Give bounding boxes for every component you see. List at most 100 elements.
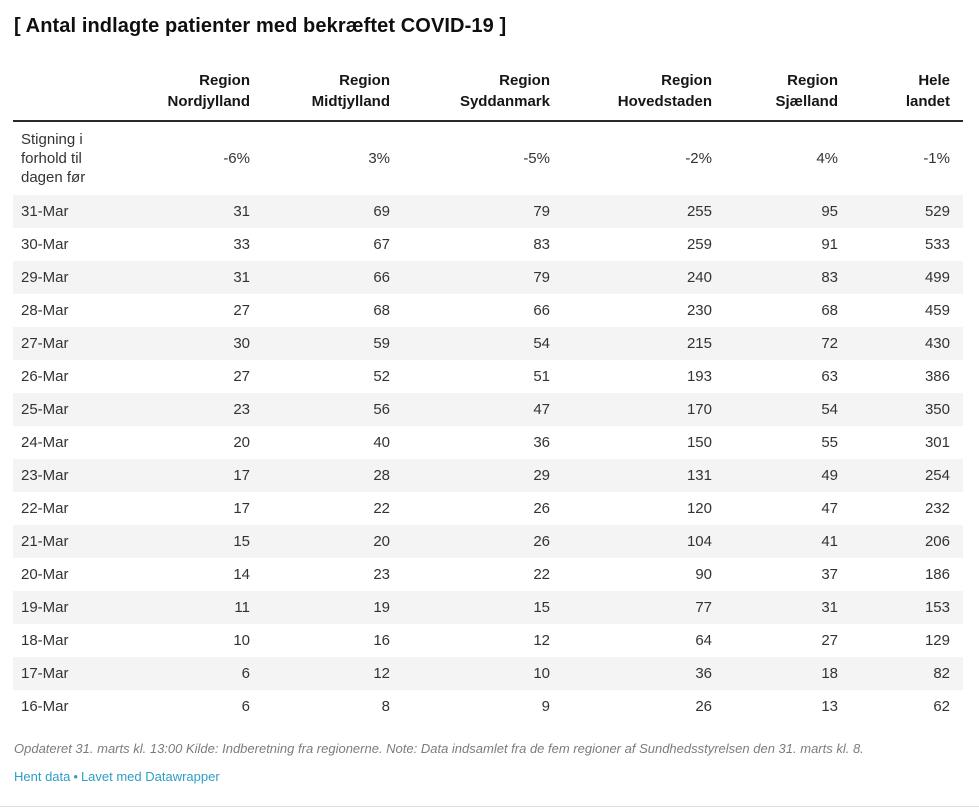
- cell-value: 28: [263, 459, 403, 492]
- column-header: Region Syddanmark: [403, 70, 563, 122]
- cell-value: 17: [233, 500, 250, 517]
- cell-value: 10: [403, 657, 563, 690]
- cell-value: 31: [130, 195, 263, 228]
- cell-value: 41: [725, 525, 851, 558]
- cell-value: 254: [851, 459, 963, 492]
- cell-value: 259: [686, 236, 712, 253]
- table-row: 21-Mar 15 20 26 104 41 206: [13, 525, 963, 558]
- download-data-link[interactable]: Hent data: [14, 769, 71, 784]
- table-row: 17-Mar 6 12 10 36 18 82: [13, 657, 963, 690]
- cell-value: 54: [725, 393, 851, 426]
- cell-value: 31: [725, 591, 851, 624]
- cell-value: 68: [373, 302, 390, 319]
- cell-value: -6%: [130, 121, 263, 195]
- column-header: Region Sjælland: [725, 70, 851, 122]
- cell-value: 26: [533, 500, 550, 517]
- cell-value: 430: [851, 327, 963, 360]
- row-label: 27-Mar: [13, 327, 130, 360]
- cell-value: 66: [263, 261, 403, 294]
- cell-value: 49: [725, 459, 851, 492]
- cell-value: 386: [924, 368, 950, 385]
- cell-value: 95: [725, 195, 851, 228]
- row-label: 30-Mar: [21, 236, 69, 253]
- column-header: Region Midtjylland: [263, 70, 403, 122]
- cell-value: 22: [533, 566, 550, 583]
- table-row: 22-Mar 17 22 26 120 47 232: [13, 492, 963, 525]
- cell-value: 170: [563, 393, 725, 426]
- cell-value: 14: [233, 566, 250, 583]
- table-row: 20-Mar 14 23 22 90 37 186: [13, 558, 963, 591]
- cell-value: 8: [381, 698, 390, 715]
- row-label: Stigning i forhold til dagen før: [13, 121, 130, 195]
- cell-value: 23: [130, 393, 263, 426]
- cell-value: 54: [403, 327, 563, 360]
- table-row: 30-Mar 33 67 83 259 91 533: [13, 228, 963, 261]
- corner-cell: [13, 70, 130, 122]
- cell-value: 9: [541, 698, 550, 715]
- cell-value: 69: [263, 195, 403, 228]
- change-row: Stigning i forhold til dagen før -6% 3% -5%…: [13, 121, 963, 195]
- cell-value: 6: [241, 698, 250, 715]
- cell-value: 56: [263, 393, 403, 426]
- cell-value: 20: [263, 525, 403, 558]
- cell-value: 104: [563, 525, 725, 558]
- table-row: 26-Mar 27 52 51 193 63 386: [13, 360, 963, 393]
- row-label: 17-Mar: [13, 657, 130, 690]
- cell-value: 3%: [263, 121, 403, 195]
- cell-value: 19: [263, 591, 403, 624]
- cell-value: 79: [403, 261, 563, 294]
- footer-links: Hent data • Lavet med Datawrapper: [13, 769, 963, 784]
- cell-value: 26: [403, 525, 563, 558]
- row-label: 28-Mar: [21, 302, 69, 319]
- row-label: 20-Mar: [21, 566, 69, 583]
- bottom-divider: [0, 806, 979, 807]
- table-row: 28-Mar 27 68 66 230 68 459: [13, 294, 963, 327]
- cell-value: 23: [373, 566, 390, 583]
- link-separator: •: [73, 769, 78, 784]
- cell-value: 90: [695, 566, 712, 583]
- cell-value: 129: [924, 632, 950, 649]
- cell-value: 67: [373, 236, 390, 253]
- cell-value: 499: [851, 261, 963, 294]
- cell-value: 206: [851, 525, 963, 558]
- row-label: 25-Mar: [13, 393, 130, 426]
- table-row: 24-Mar 20 40 36 150 55 301: [13, 426, 963, 459]
- cell-value: 17: [130, 459, 263, 492]
- column-header: Region Hovedstaden: [563, 70, 725, 122]
- cell-value: 20: [233, 434, 250, 451]
- cell-value: 18: [725, 657, 851, 690]
- column-header: Region Nordjylland: [130, 70, 263, 122]
- cell-value: 29: [403, 459, 563, 492]
- cell-value: 91: [821, 236, 838, 253]
- cell-value: 22: [373, 500, 390, 517]
- cell-value: 153: [851, 591, 963, 624]
- cell-value: 30: [130, 327, 263, 360]
- table-row: 27-Mar 30 59 54 215 72 430: [13, 327, 963, 360]
- cell-value: 82: [851, 657, 963, 690]
- cell-value: 193: [686, 368, 712, 385]
- table-body: Stigning i forhold til dagen før -6% 3% -5%…: [13, 121, 963, 723]
- row-label: 22-Mar: [21, 500, 69, 517]
- cell-value: 529: [851, 195, 963, 228]
- cell-value: 83: [725, 261, 851, 294]
- cell-value: -2%: [563, 121, 725, 195]
- row-label: 21-Mar: [13, 525, 130, 558]
- column-header: Hele landet: [851, 70, 963, 122]
- cell-value: 64: [695, 632, 712, 649]
- cell-value: 230: [686, 302, 712, 319]
- table-row: 23-Mar 17 28 29 131 49 254: [13, 459, 963, 492]
- table-row: 16-Mar 6 8 9 26 13 62: [13, 690, 963, 723]
- cell-value: 301: [924, 434, 950, 451]
- cell-value: 27: [233, 368, 250, 385]
- cell-value: 79: [403, 195, 563, 228]
- cell-value: 459: [924, 302, 950, 319]
- cell-value: 12: [533, 632, 550, 649]
- cell-value: 13: [821, 698, 838, 715]
- cell-value: 55: [821, 434, 838, 451]
- cell-value: 72: [725, 327, 851, 360]
- cell-value: 36: [563, 657, 725, 690]
- cell-value: 240: [563, 261, 725, 294]
- cell-value: 120: [686, 500, 712, 517]
- datawrapper-attribution-link[interactable]: Lavet med Datawrapper: [80, 769, 220, 784]
- cell-value: 215: [563, 327, 725, 360]
